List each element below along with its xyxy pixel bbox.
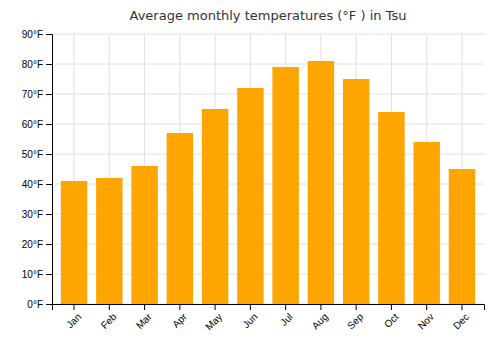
grid-line <box>52 34 484 35</box>
bar <box>131 166 157 304</box>
bar <box>378 112 404 304</box>
tick-label: 0°F <box>27 299 43 310</box>
tick-label: 80°F <box>22 59 43 70</box>
tick-label: 70°F <box>22 89 43 100</box>
bar <box>413 142 439 304</box>
tick-mark <box>46 304 52 305</box>
tick-mark <box>46 214 52 215</box>
tick-mark <box>46 94 52 95</box>
bar <box>167 133 193 304</box>
tick-label: 90°F <box>22 29 43 40</box>
tick-mark <box>46 184 52 185</box>
tick: 10°F <box>22 269 52 280</box>
tick: 50°F <box>22 149 52 160</box>
tick-mark <box>391 304 392 310</box>
tick-label: 30°F <box>22 209 43 220</box>
tick-mark <box>46 124 52 125</box>
tick-mark <box>109 304 110 310</box>
tick: Dec <box>451 304 471 331</box>
tick-mark <box>215 304 216 310</box>
tick-mark <box>250 304 251 310</box>
tick-label: Jul <box>278 311 295 328</box>
bar <box>449 169 475 304</box>
tick: May <box>203 304 224 332</box>
bars <box>61 61 475 304</box>
tick: Nov <box>416 304 436 331</box>
tick: Jun <box>240 304 259 330</box>
tick: 20°F <box>22 239 52 250</box>
tick-label: Nov <box>416 311 436 331</box>
tick-mark <box>356 304 357 310</box>
bar <box>343 79 369 304</box>
tick: 80°F <box>22 59 52 70</box>
tick: Apr <box>170 304 189 330</box>
tick-mark <box>320 304 321 310</box>
tick: 40°F <box>22 179 52 190</box>
tick-label: 60°F <box>22 119 43 130</box>
tick: Aug <box>310 304 330 331</box>
tick: Jan <box>64 304 83 330</box>
axis-line <box>53 305 485 311</box>
tick: Feb <box>99 304 119 331</box>
bar <box>272 67 298 304</box>
tick: Mar <box>134 304 154 331</box>
tick-mark <box>46 154 52 155</box>
tick-label: 50°F <box>22 149 43 160</box>
tick-label: Apr <box>170 311 189 330</box>
tick-label: Feb <box>99 311 119 331</box>
grid-line <box>52 64 484 65</box>
bar <box>96 178 122 304</box>
title: Average monthly temperatures (°F ) in Ts… <box>130 8 407 23</box>
tick-mark <box>46 34 52 35</box>
tick-label: Dec <box>451 311 471 331</box>
tick: 60°F <box>22 119 52 130</box>
y-axis: 0°F 10°F 20°F 30°F 40°F 50°F 60°F 70°F 80°F 90°F <box>22 29 53 310</box>
chart: 0°F 10°F 20°F 30°F 40°F 50°F 60°F 70°F 80°F 90°F J… <box>0 0 500 350</box>
tick-mark <box>46 64 52 65</box>
tick-mark <box>285 304 286 310</box>
tick-label: Sep <box>345 311 366 332</box>
bar <box>308 61 334 304</box>
plot: 0°F 10°F 20°F 30°F 40°F 50°F 60°F 70°F 80°F 90°F J… <box>22 29 485 333</box>
tick: 70°F <box>22 89 52 100</box>
tick-label: Jan <box>64 311 83 330</box>
tick-mark <box>144 304 145 310</box>
axis-line <box>46 35 53 305</box>
bar <box>202 109 228 304</box>
tick-label: May <box>203 311 224 332</box>
grid <box>52 34 484 304</box>
tick-label: 10°F <box>22 269 43 280</box>
tick-label: 40°F <box>22 179 43 190</box>
tick-label: Aug <box>310 311 330 331</box>
tick-label: Oct <box>382 311 401 330</box>
tick-mark <box>426 304 427 310</box>
tick-label: Mar <box>134 311 154 331</box>
bar <box>237 88 263 304</box>
tick: 90°F <box>22 29 52 40</box>
tick: Jul <box>278 304 295 328</box>
bar <box>61 181 87 304</box>
tick: Oct <box>382 304 401 330</box>
x-axis: Jan Feb Mar Apr May Jun Jul Aug Sep Oct Nov Dec <box>53 304 485 332</box>
grid-line <box>52 94 484 95</box>
tick-label: Jun <box>240 311 259 330</box>
tick-mark <box>46 274 52 275</box>
tick-mark <box>74 304 75 310</box>
tick-mark <box>179 304 180 310</box>
grid-line <box>52 124 484 125</box>
tick: 30°F <box>22 209 52 220</box>
tick-mark <box>461 304 462 310</box>
tick: Sep <box>345 304 366 331</box>
tick: 0°F <box>27 299 52 310</box>
tick-label: 20°F <box>22 239 43 250</box>
tick-mark <box>46 244 52 245</box>
